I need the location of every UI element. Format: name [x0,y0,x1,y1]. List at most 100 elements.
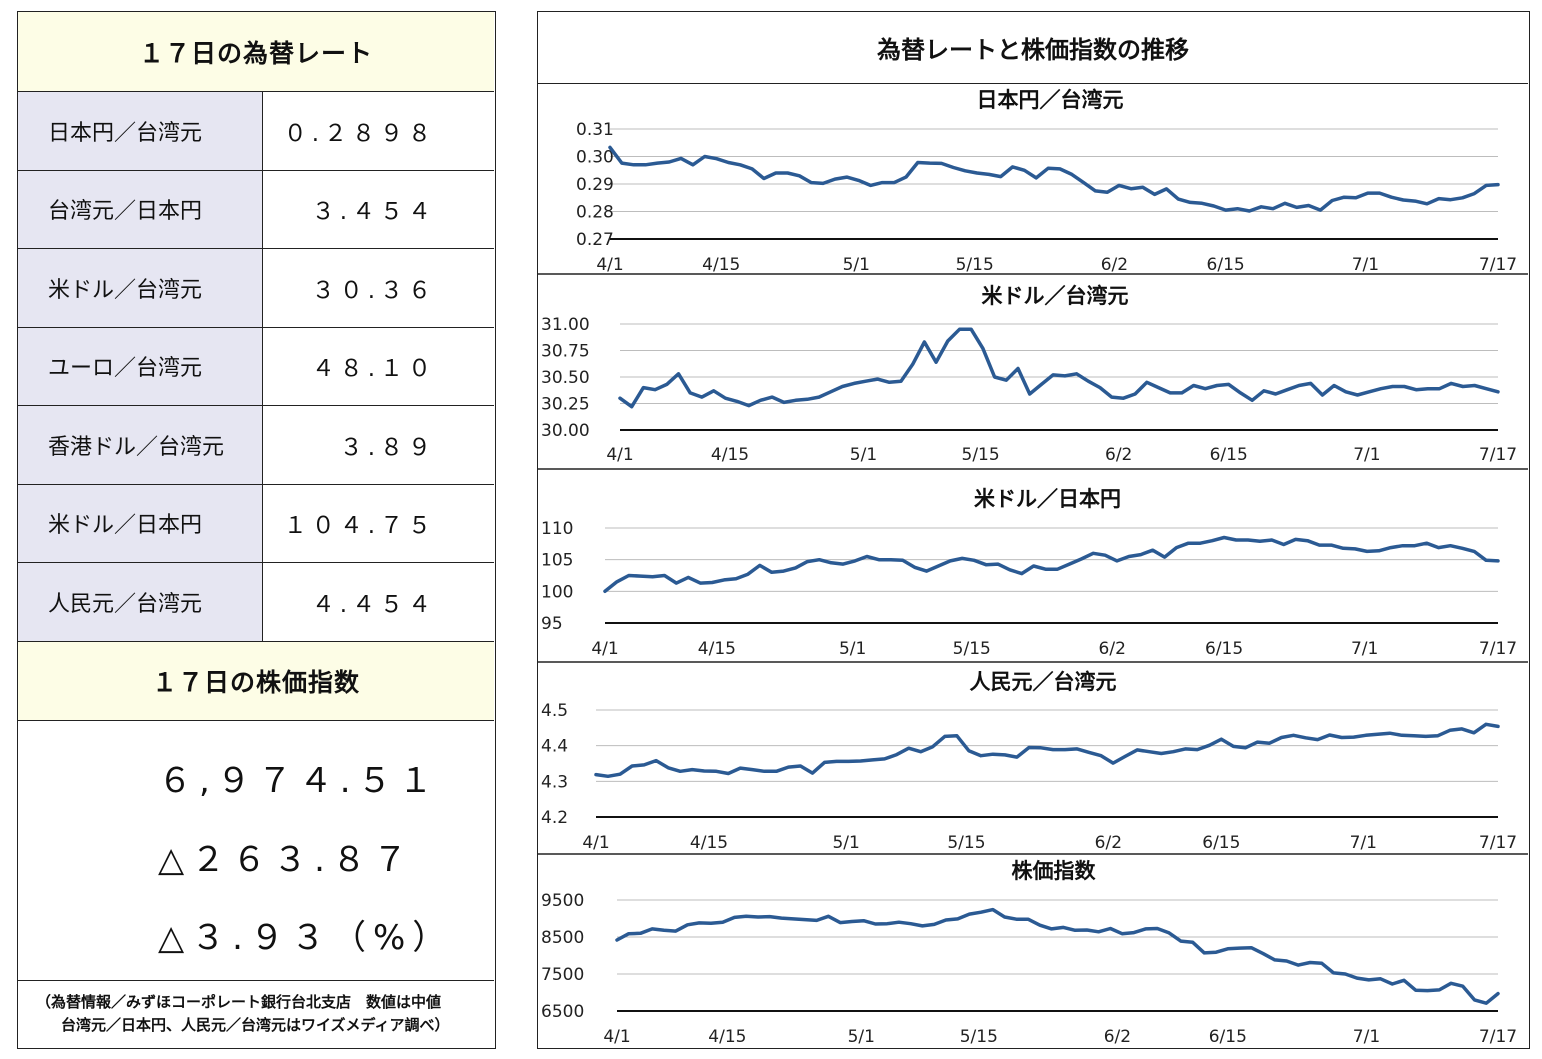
index-change-pct: △３.９３（%） [158,918,454,958]
y-tick-label: 105 [541,551,573,571]
rate-value: ３０.３６ [263,249,494,328]
x-tick-label: 7/1 [1352,255,1379,275]
x-tick-label: 5/1 [848,1027,875,1047]
rate-value: １０４.７５ [263,485,494,563]
y-tick-label: 0.27 [576,230,614,250]
x-tick-label: 7/1 [1351,639,1378,659]
index-change: △２６３.８７ [158,840,414,880]
charts-panel-title: 為替レートと株価指数の推移 [538,12,1528,84]
rate-value: ３.８９ [263,406,494,485]
x-tick-label: 7/17 [1479,833,1517,853]
rate-value: ３.４５４ [263,171,494,249]
y-tick-label: 9500 [541,891,584,911]
chart-2: 米ドル／台湾元 31.00 30.75 30.50 30.25 30.00 4/1 4/15 5… [538,273,1528,465]
x-tick-label: 6/15 [1205,639,1243,659]
y-tick-label: 110 [541,519,573,539]
y-tick-label: 4.3 [541,772,568,792]
x-tick-label: 5/15 [962,445,1000,465]
y-tick-label: 8500 [541,928,584,948]
x-tick-label: 5/1 [843,255,870,275]
x-tick-label: 6/2 [1105,445,1132,465]
series-line [618,327,1500,409]
rates-panel: １７日の為替レート 日本円／台湾元 ０.２８９８ 台湾元／日本円 ３.４５４ 米ドル／台… [17,11,496,1049]
x-tick-label: 6/15 [1209,1027,1247,1047]
x-tick-label: 7/1 [1350,833,1377,853]
chart-title: 株価指数 [1012,859,1097,883]
rate-value: ４８.１０ [263,328,494,406]
x-tick-label: 5/15 [956,255,994,275]
y-tick-label: 30.00 [541,421,590,441]
y-tick-label: 0.29 [576,175,614,195]
y-tick-label: 30.75 [541,342,590,362]
chart-1: 日本円／台湾元 0.31 0.30 0.29 0.28 0.27 4/1 4/15 5/1 5/1… [576,88,1517,275]
charts-panel: 為替レートと株価指数の推移 日本円／台湾元 0.31 0.30 0.29 0.28 0.2… [537,11,1530,1049]
x-tick-label: 5/1 [832,833,859,853]
x-tick-label: 6/15 [1202,833,1240,853]
x-tick-label: 4/1 [606,445,633,465]
chart-title: 米ドル／台湾元 [982,284,1129,308]
rate-label: 米ドル／日本円 [18,484,263,563]
x-tick-label: 7/1 [1353,445,1380,465]
x-tick-label: 5/15 [953,639,991,659]
chart-3: 米ドル／日本円 110 105 100 95 4/1 4/15 5/1 5/15 6/2 6/15 7… [538,468,1528,659]
x-tick-label: 6/2 [1104,1027,1131,1047]
x-tick-label: 5/15 [947,833,985,853]
series-line [615,907,1500,1005]
y-tick-label: 0.31 [576,120,614,140]
y-tick-label: 7500 [541,965,584,985]
rate-value: ０.２８９８ [263,92,494,171]
y-tick-label: 0.30 [576,148,614,168]
x-tick-label: 4/15 [708,1027,746,1047]
y-tick-label: 4.5 [541,701,568,721]
chart-5: 株価指数 9500 8500 7500 6500 4/1 4/15 5/1 5/15 6/2 6/1… [538,853,1528,1047]
x-tick-label: 6/2 [1099,639,1126,659]
chart-title: 人民元／台湾元 [970,670,1117,694]
y-tick-label: 30.25 [541,395,590,415]
x-tick-label: 4/1 [603,1027,630,1047]
rate-label: 米ドル／台湾元 [18,249,263,328]
index-title: １７日の株価指数 [18,642,494,721]
y-tick-label: 4.2 [541,808,568,828]
series-line [594,722,1500,779]
rate-label: 香港ドル／台湾元 [18,406,263,485]
x-tick-label: 5/15 [960,1027,998,1047]
chart-title: 米ドル／日本円 [974,487,1121,511]
rate-value: ４.４５４ [263,563,494,642]
x-tick-label: 4/15 [711,445,749,465]
rate-label: 日本円／台湾元 [18,92,263,171]
y-tick-label: 100 [541,582,573,602]
y-tick-label: 6500 [541,1002,584,1022]
x-tick-label: 6/15 [1207,255,1245,275]
x-tick-label: 7/1 [1353,1027,1380,1047]
y-tick-label: 4.4 [541,737,568,757]
charts-svg: 日本円／台湾元 0.31 0.30 0.29 0.28 0.27 4/1 4/15 5/1 5/1… [538,88,1528,1047]
x-tick-label: 5/1 [839,639,866,659]
x-tick-label: 6/2 [1101,255,1128,275]
x-tick-label: 7/17 [1479,445,1517,465]
note-line-1: （為替情報／みずほコーポレート銀行台北支店 数値は中値 [36,993,442,1011]
x-tick-label: 7/17 [1479,639,1517,659]
note-line-2: 台湾元／日本円、人民元／台湾元はワイズメディア調べ） [61,1016,450,1034]
rate-label: 台湾元／日本円 [18,170,263,249]
x-tick-label: 4/1 [591,639,618,659]
x-tick-label: 7/17 [1479,255,1517,275]
y-tick-label: 31.00 [541,315,590,335]
rate-label: 人民元／台湾元 [18,563,263,642]
x-tick-label: 6/15 [1210,445,1248,465]
y-tick-label: 0.28 [576,203,614,223]
chart-4: 人民元／台湾元 4.5 4.4 4.3 4.2 4/1 4/15 5/1 5/15 6/2 6/15… [538,661,1528,853]
series-line [608,145,1500,213]
x-tick-label: 4/15 [702,255,740,275]
y-tick-label: 30.50 [541,368,590,388]
rate-label: ユーロ／台湾元 [18,327,263,406]
x-tick-label: 7/17 [1479,1027,1517,1047]
chart-title: 日本円／台湾元 [977,88,1124,112]
x-tick-label: 6/2 [1095,833,1122,853]
x-tick-label: 4/15 [698,639,736,659]
series-line [603,535,1500,594]
note-divider [18,980,494,981]
x-tick-label: 4/15 [690,833,728,853]
x-tick-label: 4/1 [582,833,609,853]
index-value: ６,９７４.５１ [158,761,440,801]
y-tick-label: 95 [541,614,563,634]
